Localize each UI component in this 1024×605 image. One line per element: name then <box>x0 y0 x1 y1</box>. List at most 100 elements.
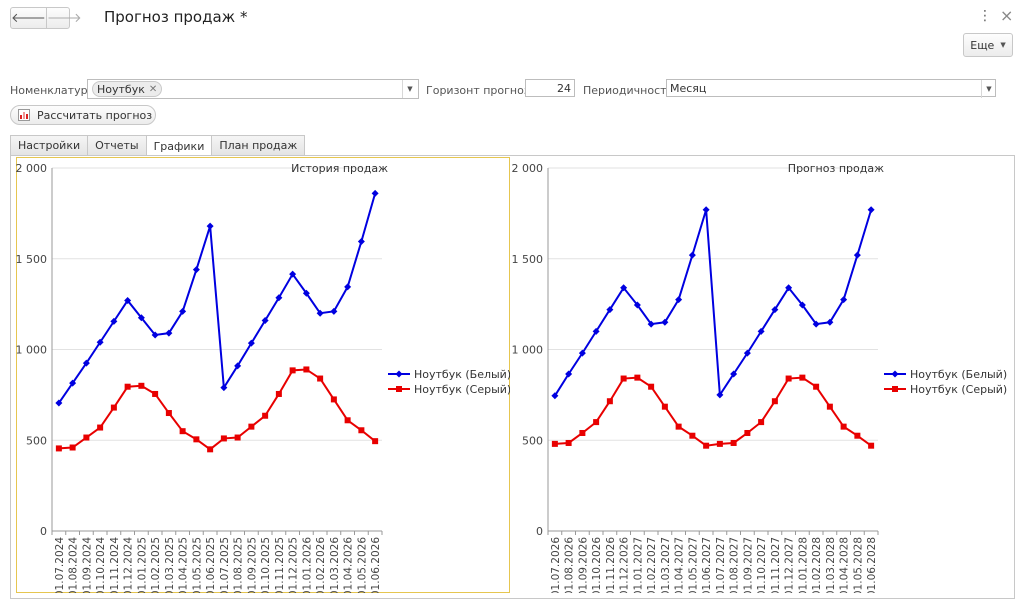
x-tick-label: 01.01.2028 <box>797 537 809 593</box>
data-point-marker <box>743 349 751 357</box>
data-point-marker <box>771 306 779 314</box>
legend-marker <box>892 386 898 392</box>
data-point-marker <box>798 301 806 309</box>
data-point-marker <box>620 375 627 382</box>
y-tick-label: 0 <box>40 525 47 538</box>
data-point-marker <box>812 320 820 328</box>
data-point-marker <box>592 327 600 335</box>
chart-report-icon <box>18 109 30 121</box>
data-point-marker <box>565 439 572 446</box>
data-point-marker <box>744 429 751 436</box>
y-tick-label: 500 <box>522 434 543 447</box>
data-point-marker <box>179 428 186 435</box>
data-point-marker <box>675 423 682 430</box>
forward-arrow-icon[interactable]: 🡒 <box>45 8 82 28</box>
more-menu-icon[interactable]: ⋮ <box>978 8 992 24</box>
data-point-marker <box>247 339 255 347</box>
data-point-marker <box>757 327 765 335</box>
x-tick-label: 01.08.2025 <box>233 537 245 593</box>
nomenclature-token: Ноутбук ✕ <box>92 81 163 97</box>
data-point-marker <box>565 370 573 378</box>
y-tick-label: 1 500 <box>512 253 543 266</box>
calculate-forecast-button[interactable]: Рассчитать прогноз <box>10 105 156 125</box>
remove-token-icon[interactable]: ✕ <box>148 83 158 95</box>
data-point-marker <box>689 432 696 439</box>
data-point-marker <box>289 270 297 278</box>
data-point-marker <box>234 434 241 441</box>
x-tick-label: 01.02.2025 <box>150 537 162 593</box>
tab-reports[interactable]: Отчеты <box>87 135 147 155</box>
x-tick-label: 01.07.2026 <box>550 537 562 593</box>
data-point-marker <box>785 375 792 382</box>
data-point-marker <box>867 206 875 214</box>
x-tick-label: 01.09.2025 <box>246 537 258 593</box>
chart-title: Прогноз продаж <box>788 162 884 175</box>
x-tick-label: 01.05.2026 <box>356 537 368 593</box>
data-point-marker <box>551 440 558 447</box>
tab-settings[interactable]: Настройки <box>10 135 89 155</box>
x-tick-label: 01.07.2024 <box>54 537 66 593</box>
period-dropdown-icon[interactable]: ▼ <box>981 80 996 98</box>
close-icon[interactable]: × <box>1000 6 1014 25</box>
more-actions-label: Еще <box>970 38 995 52</box>
horizon-input[interactable]: 24 <box>525 79 575 97</box>
data-point-marker <box>647 320 655 328</box>
data-point-marker <box>703 442 710 449</box>
x-tick-label: 01.02.2027 <box>646 537 658 593</box>
nomenclature-token-label: Ноутбук <box>97 82 145 96</box>
nomenclature-dropdown-icon[interactable]: ▼ <box>402 80 417 98</box>
x-tick-label: 01.11.2027 <box>770 537 782 593</box>
data-point-marker <box>110 404 117 411</box>
data-point-marker <box>316 309 324 317</box>
calculate-forecast-label: Рассчитать прогноз <box>37 108 153 122</box>
data-point-marker <box>579 429 586 436</box>
legend-label: Ноутбук (Белый) <box>414 368 510 381</box>
tab-charts[interactable]: Графики <box>145 135 213 156</box>
data-point-marker <box>96 338 104 346</box>
data-point-marker <box>358 427 365 434</box>
x-tick-label: 01.11.2024 <box>109 537 121 593</box>
period-select[interactable]: Месяц <box>666 79 996 97</box>
data-point-marker <box>840 423 847 430</box>
data-point-marker <box>826 403 833 410</box>
data-point-marker <box>730 439 737 446</box>
data-point-marker <box>82 359 90 367</box>
nomenclature-field[interactable] <box>87 79 419 99</box>
data-point-marker <box>303 366 310 373</box>
x-tick-label: 01.03.2027 <box>660 537 672 593</box>
tab-sales-plan[interactable]: План продаж <box>211 135 306 155</box>
data-point-marker <box>83 434 90 441</box>
x-tick-label: 01.06.2027 <box>701 537 713 593</box>
more-actions-button[interactable]: Еще ▼ <box>963 33 1013 57</box>
data-point-marker <box>110 317 118 325</box>
x-tick-label: 01.04.2026 <box>343 537 355 593</box>
data-point-marker <box>606 306 614 314</box>
series-line <box>554 376 872 447</box>
data-point-marker <box>675 296 683 304</box>
data-point-marker <box>799 374 806 381</box>
back-arrow-icon[interactable]: 🡐 <box>11 11 46 26</box>
x-tick-label: 01.01.2027 <box>632 537 644 593</box>
data-point-marker <box>578 349 586 357</box>
data-point-marker <box>344 283 352 291</box>
data-point-marker <box>785 284 793 292</box>
x-tick-label: 01.03.2026 <box>329 537 341 593</box>
data-point-marker <box>620 284 628 292</box>
data-point-marker <box>716 440 723 447</box>
x-tick-label: 01.02.2026 <box>315 537 327 593</box>
x-tick-label: 01.07.2025 <box>219 537 231 593</box>
data-point-marker <box>317 375 324 382</box>
data-point-marker <box>193 436 200 443</box>
x-tick-label: 01.05.2028 <box>852 537 864 593</box>
legend-label: Ноутбук (Серый) <box>414 383 510 396</box>
x-tick-label: 01.08.2024 <box>68 537 80 593</box>
x-tick-label: 01.04.2028 <box>839 537 851 593</box>
horizon-label: Горизонт прогноза: <box>426 84 541 97</box>
period-label: Периодичность: <box>583 84 677 97</box>
x-tick-label: 01.04.2025 <box>178 537 190 593</box>
data-point-marker <box>648 383 655 390</box>
chart-title: История продаж <box>291 162 388 175</box>
x-tick-label: 01.10.2026 <box>591 537 603 593</box>
